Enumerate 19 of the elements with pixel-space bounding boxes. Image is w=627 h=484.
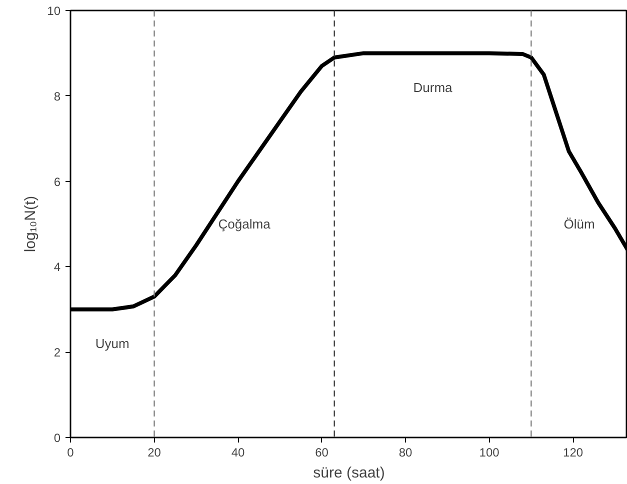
x-tick-label: 40	[231, 446, 246, 460]
y-tick-label: 8	[54, 89, 61, 104]
y-axis-title: log₁₀N(t)	[22, 196, 40, 252]
y-tick-label: 2	[54, 346, 61, 360]
x-tick-label: 0	[67, 446, 74, 460]
annotation: Ölüm	[564, 216, 595, 232]
y-tick-label: 6	[54, 174, 61, 189]
annotation: Durma	[413, 80, 454, 95]
y-tick-label: 0	[54, 431, 61, 445]
x-tick-label: 100	[479, 446, 500, 460]
x-tick-label: 80	[398, 446, 413, 460]
x-axis-title: süre (saat)	[313, 464, 385, 482]
x-tick-label: 120	[563, 446, 584, 460]
y-tick-label: 4	[54, 260, 61, 274]
x-tick-label: 60	[315, 446, 329, 460]
y-tick-label: 10	[47, 4, 61, 18]
annotation: Çoğalma	[218, 216, 272, 232]
annotation: Uyum	[95, 336, 130, 352]
x-tick-label: 20	[148, 446, 162, 460]
